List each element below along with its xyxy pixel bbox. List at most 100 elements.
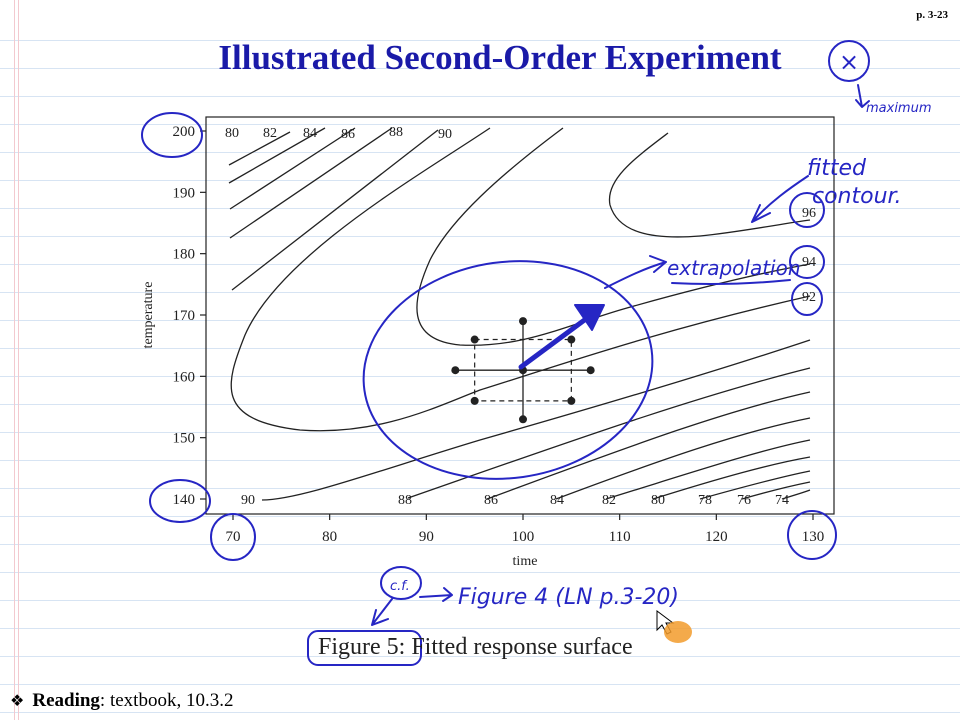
contour-line [228, 127, 326, 184]
design-points [451, 317, 595, 424]
margin-line-left [14, 0, 15, 720]
diamond-bullet-icon: ❖ [10, 691, 25, 710]
y-tick-label: 170 [173, 308, 196, 324]
x-tick-label: 70 [226, 529, 241, 545]
x-tick-label: 100 [512, 529, 535, 545]
design-point [470, 335, 479, 344]
maximum-symbol: × [839, 48, 859, 76]
contour-line [605, 439, 811, 500]
contour-label: 84 [303, 126, 317, 141]
axis-ticks [200, 130, 814, 520]
maximum-circle [828, 40, 870, 82]
extrapolation-arrow [604, 255, 667, 289]
contour-line [261, 339, 811, 501]
margin-line-left-2 [18, 0, 19, 720]
contour-label: 90 [241, 493, 255, 508]
contour-lines [228, 127, 811, 501]
contour-label: 82 [602, 493, 616, 508]
contour-label: 86 [484, 493, 498, 508]
circle-96 [789, 192, 825, 228]
design-point [470, 396, 479, 405]
experimental-design [451, 317, 595, 424]
reading-text: : textbook, 10.3.2 [99, 690, 234, 711]
contour-label: 80 [651, 493, 665, 508]
handwritten-text: × maximum fitted contour. extrapolation … [390, 48, 932, 610]
contour-label: 90 [438, 127, 452, 142]
figure-caption: Figure 5: Fitted response surface [318, 634, 633, 660]
x-tick-label: 110 [609, 529, 631, 545]
contour-line [555, 417, 811, 500]
contour-line [781, 489, 811, 500]
contour-label: 86 [341, 127, 355, 142]
handwritten-annotations [141, 40, 870, 666]
design-point [586, 366, 595, 375]
circle-70 [210, 513, 256, 561]
contour-line-96 [608, 132, 811, 238]
contour-line-92 [230, 127, 811, 432]
plot-frame [205, 116, 835, 515]
x-tick-label: 80 [322, 529, 337, 545]
contour-label: 88 [389, 125, 403, 140]
y-tick-label: 200 [173, 124, 196, 140]
maximum-label: maximum [866, 101, 932, 116]
mouse-cursor [656, 610, 692, 643]
page-number: p. 3-23 [916, 9, 948, 21]
steepest-ascent-arrow-head [574, 304, 605, 331]
y-axis-label: temperature [141, 282, 156, 349]
x-axis-label: time [513, 554, 538, 569]
contour-labels: 80 82 84 86 88 90 90 88 86 84 82 80 78 7… [225, 125, 816, 508]
contour-line [228, 131, 291, 166]
cf-arrow-down [371, 598, 393, 626]
y-tick-label: 180 [173, 247, 196, 263]
cf-label: c.f. [390, 579, 410, 594]
contour-label: 74 [775, 493, 789, 508]
circle-140 [149, 479, 211, 523]
fitted-contour-arrow [751, 175, 809, 223]
contour-line [231, 129, 439, 291]
cf-circle [380, 566, 422, 600]
fitted-label-line2: contour. [812, 184, 902, 209]
contour-line [652, 456, 811, 500]
circle-130 [787, 510, 837, 560]
contour-label: 78 [698, 493, 712, 508]
circle-92 [791, 282, 823, 316]
reading-line: ❖ Reading: textbook, 10.3.2 [10, 690, 233, 712]
design-region-circle [362, 260, 654, 480]
y-tick-label: 150 [173, 431, 196, 447]
design-point [519, 415, 527, 424]
slide-title: Illustrated Second-Order Experiment [0, 38, 960, 78]
contour-label: 82 [263, 126, 277, 141]
y-tick-label: 190 [173, 185, 196, 201]
x-tick-label: 90 [419, 529, 434, 545]
design-point [567, 396, 576, 405]
contour-line-94 [416, 127, 811, 346]
figure-5-box [307, 630, 422, 666]
design-point [519, 317, 527, 326]
x-tick-label: 120 [705, 529, 728, 545]
y-tick-labels: 140 150 160 170 180 190 200 [173, 124, 196, 508]
contour-label: 84 [550, 493, 564, 508]
contour-label: 92 [802, 290, 816, 305]
contour-line [699, 470, 811, 500]
contour-label: 94 [802, 255, 816, 270]
x-tick-label: 130 [802, 529, 825, 545]
contour-label: 80 [225, 126, 239, 141]
slide-title-text: Illustrated Second-Order Experiment [218, 38, 782, 77]
maximum-arrow [855, 84, 870, 108]
contour-label: 76 [737, 493, 751, 508]
cursor-highlight-icon [664, 621, 692, 643]
reading-label: Reading [32, 690, 100, 711]
y-tick-label: 160 [173, 369, 196, 385]
contour-label: 96 [802, 206, 816, 221]
y-tick-label: 140 [173, 492, 196, 508]
design-point [451, 366, 460, 375]
contour-line [486, 391, 811, 500]
fitted-label-line1: fitted [807, 156, 867, 181]
x-tick-labels: 70 80 90 100 110 120 130 [226, 529, 825, 545]
contour-line [229, 127, 393, 239]
contour-line [741, 481, 811, 500]
circle-200 [141, 112, 203, 158]
contour-label: 88 [398, 493, 412, 508]
